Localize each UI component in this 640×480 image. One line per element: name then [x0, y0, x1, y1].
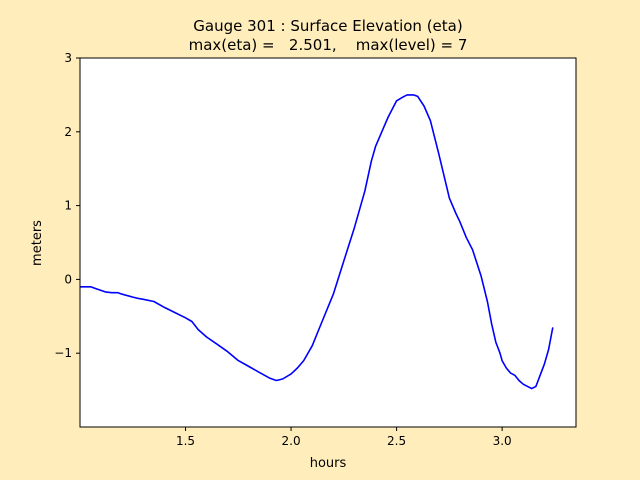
plot-frame [79, 57, 577, 428]
x-tick-label: 3.0 [493, 434, 512, 448]
y-tick-label: 2 [64, 125, 72, 139]
x-tick-label: 2.5 [387, 434, 406, 448]
chart-title-line1: Gauge 301 : Surface Elevation (eta) [193, 17, 462, 35]
plot-layer [80, 94, 554, 390]
y-tick-label: 1 [64, 199, 72, 213]
chart-title-line2: max(eta) = 2.501, max(level) = 7 [189, 36, 468, 54]
x-axis-label: hours [310, 456, 347, 471]
y-tick-label: −1 [54, 346, 72, 360]
x-tick-label: 1.5 [176, 434, 195, 448]
series-line-eta [80, 94, 554, 390]
y-tick-label: 3 [64, 51, 72, 65]
axes-layer: 1.5 2.0 2.5 3.0 −1 0 1 2 3 [54, 51, 511, 448]
y-tick-label: 0 [64, 272, 72, 286]
plot-area [80, 58, 576, 427]
y-axis-label: meters [30, 220, 45, 266]
x-tick-label: 2.0 [282, 434, 301, 448]
